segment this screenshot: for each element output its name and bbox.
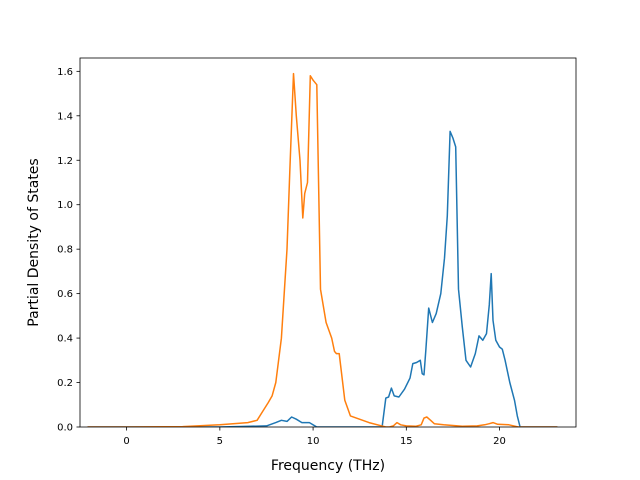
y-tick-label: 0.8 [57,245,73,256]
y-tick-label: 0.0 [57,423,73,434]
x-tick-label: 5 [217,436,223,447]
y-tick-label: 0.4 [57,334,73,345]
y-tick-label: 0.2 [57,378,73,389]
y-axis-ticks: 0.0 0.2 0.4 0.6 0.8 1.0 1.2 1.4 1.6 [57,67,80,434]
y-tick-label: 1.6 [57,67,73,78]
x-axis-label: Frequency (THz) [271,458,385,474]
x-axis-ticks: 0 5 10 15 20 [123,427,506,447]
x-tick-label: 20 [493,436,506,447]
y-tick-label: 1.4 [57,111,73,122]
plot-area-frame [79,57,577,428]
x-tick-label: 0 [123,436,129,447]
series-line-2 [87,72,558,427]
x-tick-label: 10 [307,436,320,447]
y-tick-label: 1.2 [57,156,73,167]
series-line-1 [87,130,558,427]
y-axis-label: Partial Density of States [26,158,42,326]
y-tick-label: 0.6 [57,289,73,300]
x-tick-label: 15 [400,436,413,447]
series-layer [87,72,558,427]
y-tick-label: 1.0 [57,200,73,211]
